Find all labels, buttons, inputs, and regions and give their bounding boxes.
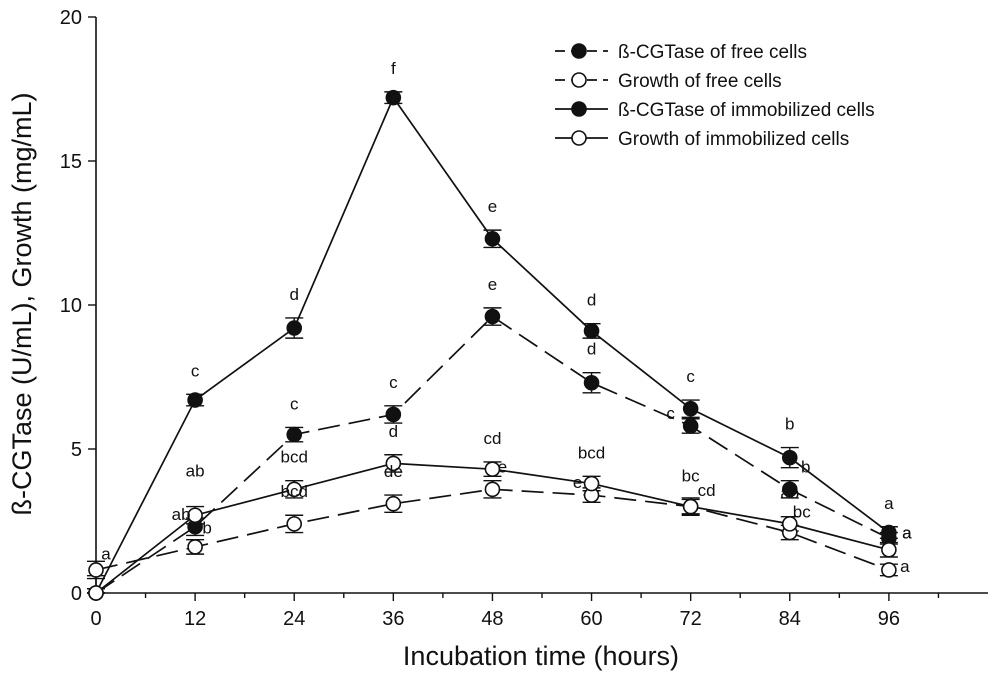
data-point	[484, 461, 501, 477]
data-point	[286, 426, 303, 443]
data-point	[583, 475, 600, 492]
significance-letter: bcd	[281, 448, 308, 467]
significance-letter: d	[389, 422, 398, 441]
significance-letter: cd	[483, 429, 501, 448]
significance-letter: d	[289, 285, 298, 304]
significance-letter: e	[498, 458, 507, 477]
x-tick-label: 12	[184, 608, 206, 630]
legend-marker	[571, 101, 587, 117]
data-point	[286, 320, 303, 336]
series-line	[95, 488, 890, 571]
legend-label: Growth of free cells	[618, 71, 782, 92]
legend-marker	[571, 43, 587, 59]
significance-letter: a	[902, 524, 912, 543]
y-tick-label: 10	[60, 295, 82, 317]
significance-letter: ab	[172, 505, 191, 524]
significance-letter: e	[488, 197, 497, 216]
data-points	[88, 89, 897, 601]
data-point	[583, 374, 600, 391]
x-tick-label: 72	[680, 608, 702, 630]
x-tick-label: 36	[382, 608, 404, 630]
data-point	[385, 406, 402, 423]
y-axis-title: ß-CGTase (U/mL), Growth (mg/mL)	[7, 92, 37, 515]
significance-letter: c	[191, 361, 200, 380]
data-point	[286, 481, 303, 498]
data-point	[682, 400, 699, 417]
series-line	[95, 315, 890, 594]
data-point	[682, 498, 699, 515]
data-point	[385, 455, 402, 472]
axes: 0 12 24 36 48 60 72 84 96 0 5 10 15 20	[60, 7, 988, 630]
data-point	[881, 562, 897, 578]
y-tick-label: 15	[60, 151, 82, 173]
significance-letter: de	[384, 462, 403, 481]
data-point	[88, 562, 104, 578]
x-tick-label: 24	[283, 608, 305, 630]
significance-letter: d	[587, 291, 596, 310]
x-tick-label: 84	[779, 608, 801, 630]
data-point	[187, 539, 203, 555]
data-point	[286, 516, 303, 532]
data-point	[385, 495, 402, 512]
data-point	[781, 516, 798, 532]
series-lines	[95, 95, 890, 594]
data-point	[881, 524, 897, 541]
x-tick-label: 0	[90, 608, 101, 630]
data-point	[484, 230, 501, 247]
significance-letter: ab	[780, 484, 799, 503]
significance-letter: e	[488, 275, 497, 294]
data-point	[88, 585, 104, 601]
x-tick-label: 96	[878, 608, 900, 630]
significance-letter: e	[573, 473, 582, 492]
significance-letter: a	[884, 494, 894, 513]
significance-letter: bc	[682, 466, 700, 485]
data-point	[781, 449, 798, 466]
data-point	[385, 89, 402, 106]
significance-letter: c	[290, 394, 299, 413]
significance-letter: a	[900, 557, 910, 576]
series-line	[95, 95, 890, 594]
data-point	[484, 308, 501, 325]
significance-letter: bcd	[281, 482, 308, 501]
x-tick-label: 60	[580, 608, 602, 630]
significance-letter: bcd	[578, 443, 605, 462]
significance-letter: c	[686, 367, 695, 386]
data-point	[484, 481, 501, 498]
significance-letter: d	[587, 340, 596, 359]
legend-marker	[571, 130, 587, 146]
legend-label: ß-CGTase of immobilized cells	[618, 100, 875, 121]
significance-letter: b	[785, 415, 794, 434]
significance-letter: a	[902, 524, 912, 543]
y-tick-label: 0	[71, 583, 82, 605]
significance-letter: c	[666, 404, 675, 423]
data-point	[781, 481, 798, 498]
data-point	[682, 418, 699, 434]
legend: ß-CGTase of free cells Growth of free cel…	[555, 42, 875, 150]
y-tick-label: 20	[60, 7, 82, 29]
significance-letter: cd	[698, 481, 716, 500]
data-point	[881, 541, 897, 558]
significance-letter: b	[801, 458, 810, 477]
significance-letter: ab	[186, 462, 205, 481]
data-point	[583, 323, 600, 339]
legend-label: Growth of immobilized cells	[618, 129, 849, 150]
x-tick-label: 48	[481, 608, 503, 630]
legend-marker	[571, 72, 587, 88]
significance-letter: f	[391, 59, 396, 78]
x-axis-title: Incubation time (hours)	[403, 641, 679, 671]
significance-letter: c	[389, 373, 398, 392]
significance-letter: bc	[793, 502, 811, 521]
significance-letter: a	[101, 545, 111, 564]
data-point	[187, 507, 203, 524]
data-point	[187, 392, 203, 408]
legend-label: ß-CGTase of free cells	[618, 42, 807, 63]
significance-letter: b	[202, 519, 211, 538]
y-tick-label: 5	[71, 439, 82, 461]
